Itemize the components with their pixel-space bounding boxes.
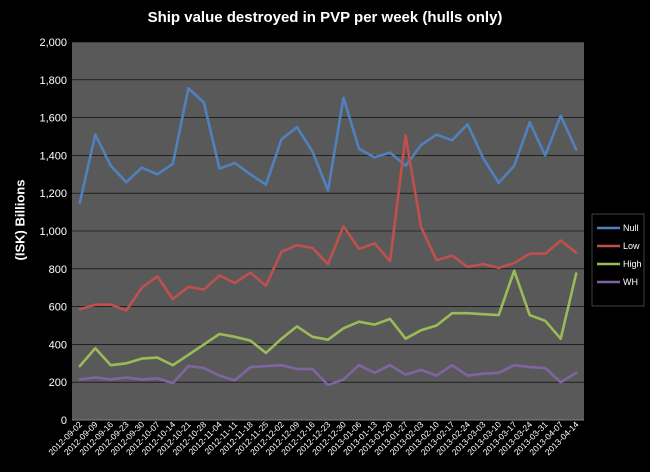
series-line-high bbox=[78, 269, 578, 368]
legend-label-low: Low bbox=[623, 241, 640, 251]
legend-label-null: Null bbox=[623, 223, 639, 233]
y-tick-label: 1,800 bbox=[39, 75, 67, 87]
legend-box bbox=[591, 213, 645, 307]
y-tick-label: 1,600 bbox=[39, 113, 67, 125]
y-tick-label: 200 bbox=[49, 377, 67, 389]
y-tick-label: 600 bbox=[49, 302, 67, 314]
legend-label-wh: WH bbox=[623, 277, 638, 287]
legend-label-high: High bbox=[623, 259, 642, 269]
y-axis-ticks: 0 200 400 600 800 1,000 1,200 1,400 1,600 1,800 2,… bbox=[39, 37, 67, 427]
y-tick-label: 0 bbox=[61, 415, 67, 427]
chart-title: Ship value destroyed in PVP per week (hu… bbox=[147, 9, 503, 26]
y-tick-label: 1,400 bbox=[39, 150, 67, 162]
series-line-low bbox=[78, 134, 578, 312]
series-line-wh bbox=[78, 363, 578, 387]
legend: Null Low High WH bbox=[591, 213, 645, 307]
series-lines bbox=[78, 87, 578, 387]
series-line-null bbox=[78, 87, 578, 204]
y-tick-label: 2,000 bbox=[39, 37, 67, 49]
y-tick-label: 800 bbox=[49, 264, 67, 276]
x-axis-ticks: 2012-09-022012-09-092012-09-162012-09-23… bbox=[46, 419, 584, 457]
y-tick-label: 1,000 bbox=[39, 226, 67, 238]
y-tick-label: 1,200 bbox=[39, 188, 67, 200]
y-tick-label: 400 bbox=[49, 339, 67, 351]
